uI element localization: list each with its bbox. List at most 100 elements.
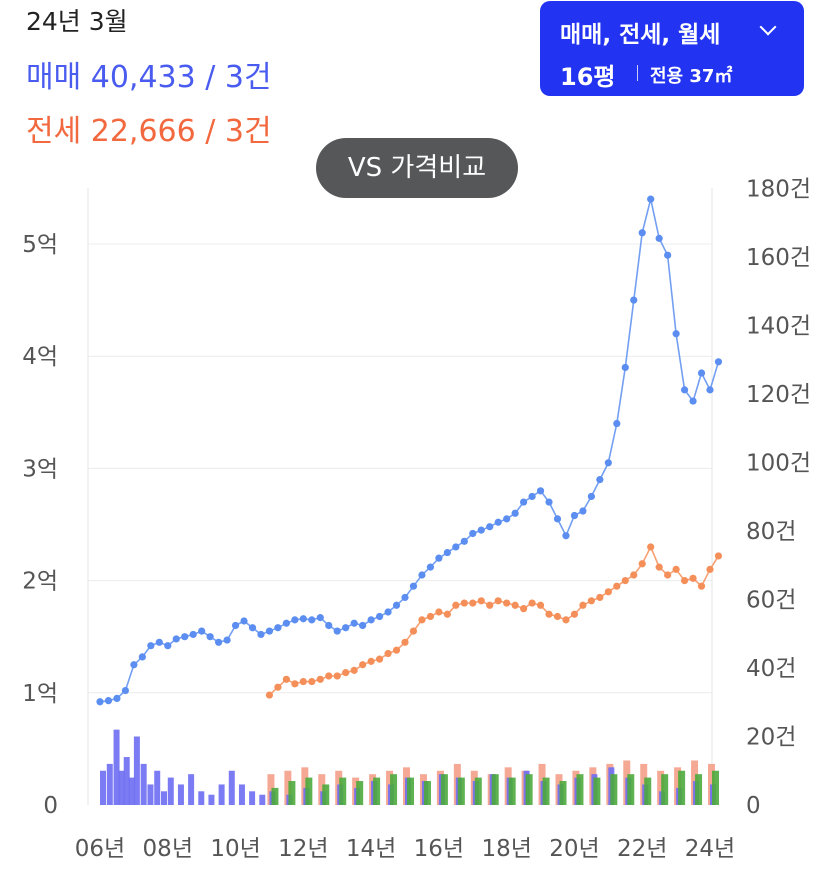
jeonse-price-point <box>494 597 502 605</box>
x-tick-label: 22년 <box>617 836 667 862</box>
sale-price-point <box>299 615 307 623</box>
sale-price-point <box>443 548 451 557</box>
y-right-tick-label: 140건 <box>746 314 811 340</box>
volume-bar-monthly <box>457 777 465 805</box>
sale-price-point <box>630 296 638 304</box>
x-tick-label: 20년 <box>549 836 599 862</box>
jeonse-price-point <box>308 677 316 686</box>
sale-price-point <box>647 195 655 203</box>
volume-bar-monthly <box>407 777 414 805</box>
y-left-tick-label: 5억 <box>22 232 58 258</box>
y-right-tick-label: 120건 <box>746 382 811 408</box>
sale-price-point <box>714 358 723 366</box>
x-tick-label: 12년 <box>278 836 328 862</box>
sale-price-point <box>155 638 163 646</box>
volume-bar-sale <box>249 791 256 805</box>
jeonse-price-point <box>316 675 324 683</box>
sale-price-point <box>367 616 375 624</box>
jeonse-price-point <box>291 680 299 688</box>
volume-bar-jeonse <box>284 770 292 805</box>
jeonse-price-point <box>680 577 689 585</box>
sale-price-point <box>520 498 528 506</box>
jeonse-price-point <box>460 599 468 607</box>
jeonse-price-point <box>274 683 282 691</box>
volume-bar-monthly <box>339 777 347 805</box>
sale-price-point <box>215 638 223 646</box>
sale-price-point <box>138 653 146 661</box>
volume-bar-monthly <box>695 774 703 805</box>
y-right-tick-label: 40건 <box>746 656 796 682</box>
volume-bar-sale <box>113 729 120 805</box>
chart-grid <box>87 188 713 805</box>
jeonse-price-point <box>604 588 612 596</box>
volume-bar-sale <box>100 770 106 805</box>
jeonse-price-point <box>452 601 460 609</box>
sale-price-summary: 매매 40,433 / 3건 <box>26 60 272 95</box>
sale-price-point <box>392 601 401 609</box>
jeonse-price-point <box>621 577 629 585</box>
jeonse-price-point <box>409 627 418 635</box>
sale-price-point <box>579 507 587 515</box>
sale-price-point <box>680 386 689 394</box>
volume-bar-monthly <box>559 781 567 805</box>
jeonse-price-point <box>536 601 545 609</box>
sale-price-point <box>621 363 629 372</box>
y-left-tick-label: 4억 <box>22 344 58 370</box>
jeonse-price-point <box>570 610 579 618</box>
exclusive-area-label: 전용 37㎡ <box>650 66 733 87</box>
jeonse-price-point <box>511 601 519 609</box>
volume-bar-sale <box>238 784 245 805</box>
axis-ticks: 0 1억 2억 3억 4억 5억 0 20건 40건 60건 80건 100건 120건 140건 160건… <box>22 177 811 863</box>
volume-bar-sale <box>259 794 266 805</box>
volume-bar-monthly <box>627 774 635 805</box>
volume-bar-monthly <box>356 781 364 805</box>
trade-type-filter-button[interactable]: 매매, 전세, 월세 16평 전용 37㎡ <box>540 1 804 96</box>
compare-price-button[interactable]: VS 가격비교 <box>316 138 518 198</box>
volume-bar-monthly <box>542 777 550 805</box>
jeonse-price-point <box>333 672 341 680</box>
sale-price-point <box>697 369 706 377</box>
jeonse-price-point <box>426 612 435 621</box>
jeonse-price-point <box>299 677 307 686</box>
volume-bar-jeonse <box>267 774 275 805</box>
volume-bar-sale <box>208 794 215 805</box>
volume-bar-jeonse <box>318 774 326 805</box>
sale-price-point <box>418 571 426 579</box>
volume-bar-monthly <box>525 774 533 805</box>
volume-bar-monthly <box>678 770 686 805</box>
volume-bar-monthly <box>474 777 482 805</box>
jeonse-price-point <box>375 655 384 663</box>
y-right-tick-label: 100건 <box>746 451 811 477</box>
volume-bar-monthly <box>576 774 584 805</box>
volume-bar-sale <box>118 770 125 805</box>
jeonse-price-point <box>714 552 723 560</box>
volume-bar-jeonse <box>301 767 309 805</box>
x-tick-label: 06년 <box>75 836 125 862</box>
sale-price-point <box>265 627 274 635</box>
volume-bar-monthly <box>390 774 398 805</box>
jeonse-price-point <box>350 666 358 674</box>
jeonse-price-point <box>477 597 485 605</box>
volume-bar-monthly <box>423 781 431 805</box>
sale-price-point <box>545 498 553 506</box>
selected-date: 24년 3월 <box>26 7 128 36</box>
x-tick-label: 24년 <box>685 836 735 862</box>
jeonse-price-point <box>367 657 375 665</box>
sale-price-point <box>587 492 595 501</box>
sale-price-point <box>121 686 130 695</box>
y-left-tick-label: 0 <box>43 793 58 819</box>
volume-bar-monthly <box>593 777 601 805</box>
jeonse-price-point <box>443 610 451 618</box>
volume-bar-monthly <box>305 777 313 805</box>
y-right-tick-label: 20건 <box>746 725 796 751</box>
jeonse-price-point <box>596 593 604 602</box>
volume-bar-sale <box>154 770 161 805</box>
volume-bar-sale <box>147 784 154 805</box>
sale-price-point <box>257 630 265 639</box>
jeonse-price-point <box>655 563 663 571</box>
sale-price-point <box>664 251 672 259</box>
sale-price-point <box>282 619 290 627</box>
sale-price-point <box>223 636 231 644</box>
sale-price-point <box>130 661 138 669</box>
